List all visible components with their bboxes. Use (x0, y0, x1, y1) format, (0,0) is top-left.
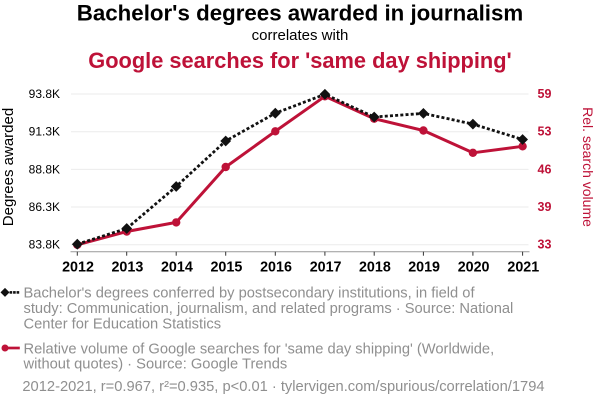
svg-text:88.8K: 88.8K (29, 162, 60, 176)
svg-text:Bachelor's degrees conferred b: Bachelor's degrees conferred by postseco… (24, 286, 476, 302)
svg-text:2019: 2019 (408, 260, 440, 276)
svg-text:Google searches for 'same day: Google searches for 'same day shipping' (88, 48, 511, 73)
svg-text:91.3K: 91.3K (29, 125, 60, 139)
svg-text:correlates with: correlates with (252, 27, 349, 44)
svg-text:83.8K: 83.8K (29, 238, 60, 252)
svg-text:2013: 2013 (111, 260, 143, 276)
svg-text:39: 39 (538, 200, 552, 214)
svg-text:33: 33 (538, 238, 552, 252)
svg-text:2015: 2015 (210, 260, 242, 276)
svg-text:46: 46 (538, 162, 552, 176)
svg-text:Degrees awarded: Degrees awarded (0, 108, 17, 226)
svg-text:2012: 2012 (62, 260, 94, 276)
svg-text:Bachelor's degrees awarded in: Bachelor's degrees awarded in journalism (77, 1, 523, 26)
svg-text:93.8K: 93.8K (29, 87, 60, 101)
svg-text:2014: 2014 (161, 260, 193, 276)
svg-text:2018: 2018 (359, 260, 391, 276)
svg-text:2016: 2016 (260, 260, 292, 276)
svg-text:Center for Education Statistic: Center for Education Statistics (24, 316, 222, 332)
svg-text:Relative volume of Google sear: Relative volume of Google searches for '… (24, 342, 495, 358)
svg-text:2017: 2017 (310, 260, 342, 276)
svg-text:2021: 2021 (507, 260, 539, 276)
svg-text:59: 59 (538, 87, 552, 101)
svg-text:Rel. search volume: Rel. search volume (580, 107, 596, 227)
svg-text:2020: 2020 (458, 260, 490, 276)
svg-text:2012-2021, r=0.967, r²=0.935,: 2012-2021, r=0.967, r²=0.935, p<0.01 · t… (22, 379, 544, 395)
svg-text:without quotes) · Source: Goog: without quotes) · Source: Google Trends (23, 357, 288, 373)
svg-text:study: Communication, journali: study: Communication, journalism, and re… (24, 301, 514, 317)
svg-text:86.3K: 86.3K (29, 200, 60, 214)
svg-text:53: 53 (538, 125, 552, 139)
